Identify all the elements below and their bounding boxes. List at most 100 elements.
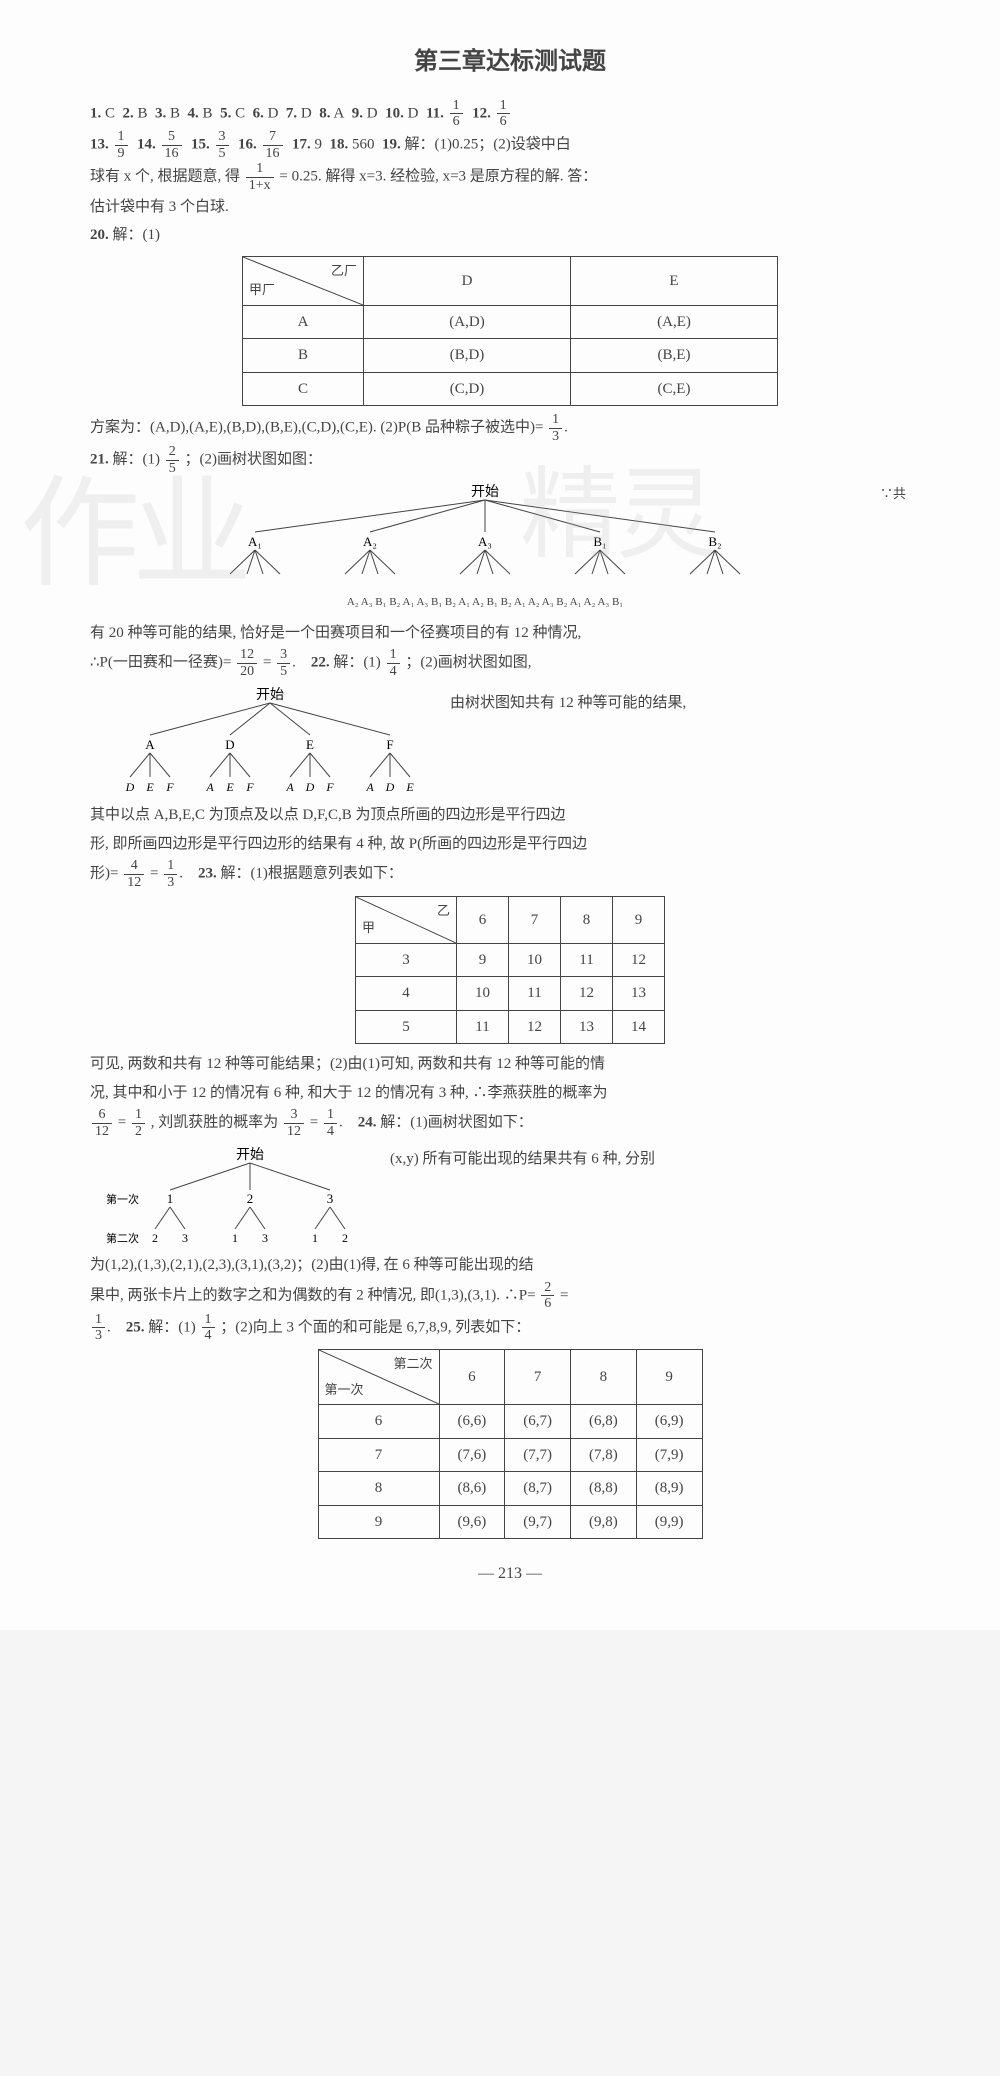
q21-tail: . — [292, 655, 296, 671]
q21-line4: ∴P(一田赛和一径赛)= 1220 = 35. 22. 解：(1) 14 ；(2… — [90, 647, 930, 679]
q23-eq2: = — [310, 1115, 318, 1131]
q22-p1f: 14 — [387, 647, 400, 679]
q21-f1: 1220 — [237, 647, 257, 679]
q23-eq1: = — [118, 1115, 126, 1131]
svg-text:D: D — [385, 780, 395, 794]
q19-frac: 11+x — [246, 161, 274, 193]
q20-prefix: 解：(1) — [113, 227, 161, 243]
q23-label: 23. — [198, 866, 217, 882]
q25-h0: 6 — [439, 1350, 505, 1405]
q23-f3: 312 — [284, 1107, 304, 1139]
q20-r0-c1: (A,D) — [364, 305, 571, 339]
answers-line-2: 13. 19 14. 516 15. 35 16. 716 17. 9 18. … — [90, 129, 930, 161]
q24-tree-svg: 开始 1 2 3 23 13 12 第一次 第二次 — [100, 1145, 380, 1245]
q23-mid: , 刘凯获胜的概率为 — [151, 1115, 279, 1131]
ans-13: 19 — [115, 129, 128, 161]
q21-line1: 21. 解：(1) 25 ；(2)画树状图如图： — [90, 444, 930, 476]
q23-prefix: 解：(1)根据题意列表如下： — [220, 866, 403, 882]
q20-r2-c1: (C,D) — [364, 372, 571, 406]
q21-label: 21. — [90, 452, 109, 468]
svg-text:A: A — [285, 780, 294, 794]
svg-text:F: F — [386, 737, 393, 752]
q21-root: 开始 — [471, 484, 499, 500]
q22-para-b: 形, 即所画四边形是平行四边形的结果有 4 种, 故 P(所画的四边形是平行四边 — [90, 830, 930, 859]
q22-label: 22. — [311, 655, 330, 671]
q23-f4: 14 — [324, 1107, 337, 1139]
ans-15: 35 — [216, 129, 229, 161]
q24-q25-line: 13. 25. 解：(1) 14 ；(2)向上 3 个面的和可能是 6,7,8,… — [90, 1312, 930, 1344]
q21-p1a: 解：(1) — [113, 452, 161, 468]
q19-line2b: = 0.25. 解得 x=3. 经检验, x=3 是原方程的解. 答： — [279, 168, 597, 184]
svg-text:F: F — [325, 780, 334, 794]
q20-table: 乙厂 甲厂 D E A(A,D)(A,E) B(B,D)(B,E) C(C,D)… — [242, 256, 778, 407]
ans-18: 560 — [352, 137, 375, 153]
q21-line3: 有 20 种等可能的结果, 恰好是一个田赛项目和一个径赛项目的有 12 种情况, — [90, 619, 930, 648]
page-number: — 213 — — [90, 1559, 930, 1589]
svg-text:D: D — [305, 780, 315, 794]
q20-h-d: D — [364, 256, 571, 305]
svg-text:3: 3 — [182, 1231, 188, 1245]
q24-para-b: 果中, 两张卡片上的数字之和为偶数的有 2 种情况, 即(1,3),(3,1).… — [90, 1280, 930, 1312]
q20-r0-c2: (A,E) — [571, 305, 778, 339]
q20-prob: 13 — [549, 412, 562, 444]
q20-diag-left: 甲厂 — [249, 278, 275, 303]
q25-h3: 9 — [636, 1350, 702, 1405]
svg-text:A₂: A₂ — [363, 534, 377, 549]
q22-pc-pre: 形)= — [90, 866, 118, 882]
q23-h0: 6 — [457, 896, 509, 943]
q23-para-b: 况, 其中和小于 12 的情况有 6 种, 和大于 12 的情况有 3 种, ∴… — [90, 1079, 930, 1108]
q23-h1: 7 — [509, 896, 561, 943]
q20-diag-top: 乙厂 — [331, 259, 357, 284]
table-row: C(C,D)(C,E) — [243, 372, 778, 406]
q23-diag-left: 甲 — [362, 916, 375, 941]
q23-f2: 12 — [132, 1107, 145, 1139]
ans-17: 9 — [315, 137, 323, 153]
svg-text:A₁: A₁ — [248, 534, 262, 549]
answers-line: 1. C 2. B 3. B 4. B 5. C 6. D 7. D 8. A … — [90, 98, 930, 130]
svg-text:2: 2 — [152, 1231, 158, 1245]
svg-text:E: E — [225, 780, 234, 794]
ans-14: 516 — [162, 129, 182, 161]
table-row: 511121314 — [356, 1010, 665, 1044]
svg-text:2: 2 — [247, 1191, 254, 1206]
q20-h-e: E — [571, 256, 778, 305]
q20-r1-c1: (B,D) — [364, 339, 571, 373]
svg-text:D: D — [225, 737, 234, 752]
ans-7: D — [301, 105, 312, 121]
q20-r1-h: B — [243, 339, 364, 373]
q20-after-text: 方案为：(A,D),(A,E),(B,D),(B,E),(C,D),(C,E).… — [90, 420, 543, 436]
table-row: 6(6,6)(6,7)(6,8)(6,9) — [318, 1405, 702, 1439]
ans-8: A — [333, 105, 344, 121]
table-row: 7(7,6)(7,7)(7,8)(7,9) — [318, 1438, 702, 1472]
svg-text:E: E — [405, 780, 414, 794]
q21-side: ∵共 — [880, 476, 930, 507]
svg-text:F: F — [165, 780, 174, 794]
table-row: B(B,D)(B,E) — [243, 339, 778, 373]
svg-text:A: A — [145, 737, 155, 752]
svg-text:1: 1 — [312, 1231, 318, 1245]
q21-f2: 35 — [277, 647, 290, 679]
q22-tree-svg: 开始 A D E F DEF AEF ADF — [100, 685, 440, 795]
ans-1: C — [105, 105, 115, 121]
svg-text:开始: 开始 — [236, 1147, 264, 1163]
q21-tree: 开始 A₁ A₂ A₃ B₁ B₂ A₂ A₃ B₁ B₂ — [90, 482, 880, 613]
q25-table: 第二次 第一次 6 7 8 9 6(6,6)(6,7)(6,8)(6,9) 7(… — [318, 1349, 703, 1539]
q19-line2: 球有 x 个, 根据题意, 得 11+x = 0.25. 解得 x=3. 经检验… — [90, 161, 930, 193]
ans-6: D — [268, 105, 279, 121]
q23-table: 乙 甲 6 7 8 9 39101112 410111213 511121314 — [355, 896, 665, 1045]
ans-9: D — [367, 105, 378, 121]
q22-para-a: 其中以点 A,B,E,C 为顶点及以点 D,F,C,B 为顶点所画的四边形是平行… — [90, 801, 930, 830]
q20-tail: . — [564, 420, 568, 436]
ans-4: B — [203, 105, 213, 121]
q20-r0-h: A — [243, 305, 364, 339]
q24-tail: . — [107, 1319, 111, 1335]
svg-text:开始: 开始 — [256, 687, 284, 703]
q19-label: 19. — [382, 137, 401, 153]
q25-label: 25. — [126, 1319, 145, 1335]
q24-pb-pre: 果中, 两张卡片上的数字之和为偶数的有 2 种情况, 即(1,3),(3,1).… — [90, 1287, 536, 1303]
q22-after-tree: 由树状图知共有 12 种等可能的结果, — [450, 679, 930, 801]
q21-p1frac: 25 — [166, 444, 179, 476]
q24-eq: = — [560, 1287, 568, 1303]
q22-tree: 开始 A D E F DEF AEF ADF — [90, 685, 450, 795]
chapter-title: 第三章达标测试题 — [90, 40, 930, 86]
